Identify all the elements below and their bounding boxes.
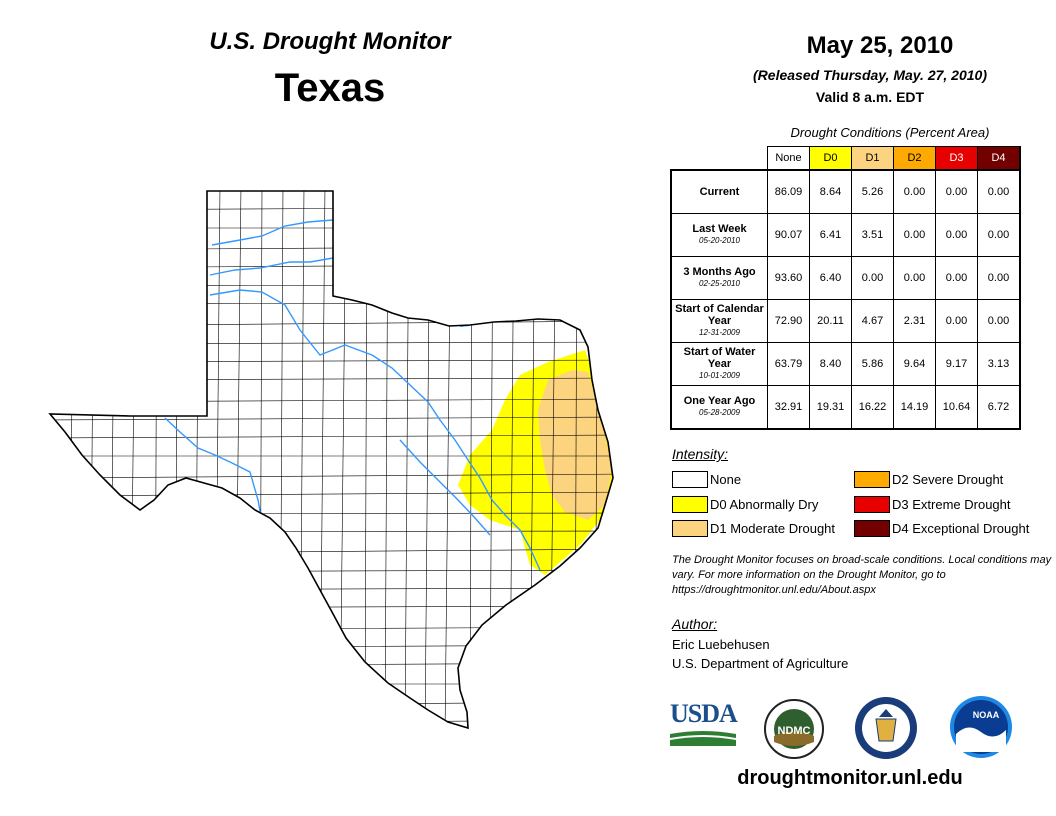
row-date: 05-28-2009 <box>699 408 740 417</box>
table-cell: 2.31 <box>893 299 936 343</box>
table-cell: 9.17 <box>935 342 978 386</box>
legend-swatch-d0 <box>672 496 708 513</box>
table-cell: 20.11 <box>809 299 852 343</box>
table-cell: 4.67 <box>851 299 894 343</box>
table-cell: 3.13 <box>977 342 1021 386</box>
ndmc-logo-text: NDMC <box>778 725 811 737</box>
author-org: U.S. Department of Agriculture <box>672 656 849 671</box>
row-date: 10-01-2009 <box>699 371 740 380</box>
col-d4: D4 <box>977 146 1021 171</box>
table-cell: 0.00 <box>935 299 978 343</box>
disclaimer-note: The Drought Monitor focuses on broad-sca… <box>672 554 1052 596</box>
legend-swatch-d4 <box>854 520 890 537</box>
table-header-row: None D0 D1 D2 D3 D4 <box>671 146 1021 171</box>
table-cell: 0.00 <box>935 256 978 300</box>
table-cell: 86.09 <box>767 169 810 214</box>
legend-label: D2 Severe Drought <box>892 472 1004 487</box>
table-cell: 0.00 <box>977 169 1021 214</box>
usda-logo-text: USDA <box>670 699 738 728</box>
report-date: May 25, 2010 <box>806 32 954 59</box>
conditions-title: Drought Conditions (Percent Area) <box>790 125 990 140</box>
table-cell: 14.19 <box>893 385 936 430</box>
table-row: Start of Water Year 10-01-2009 63.79 8.40… <box>670 342 1021 386</box>
monitor-title: U.S. Drought Monitor <box>209 28 451 55</box>
usda-hills-icon <box>670 731 736 746</box>
row-label: One Year Ago <box>683 395 756 407</box>
table-cell: 5.26 <box>851 169 894 214</box>
table-row: One Year Ago 05-28-2009 32.91 19.31 16.22… <box>670 385 1021 430</box>
noaa-logo[interactable]: NOAA <box>948 694 1014 760</box>
table-cell: 0.00 <box>977 213 1021 257</box>
legend-label: D4 Exceptional Drought <box>892 521 1030 536</box>
row-label: 3 Months Ago <box>683 266 756 278</box>
table-cell: 72.90 <box>767 299 810 343</box>
row-date: 02-25-2010 <box>699 279 740 288</box>
table-cell: 0.00 <box>977 256 1021 300</box>
row-label: Last Week <box>692 223 747 235</box>
table-cell: 9.64 <box>893 342 936 386</box>
texas-map <box>48 190 614 730</box>
table-cell: 6.41 <box>809 213 852 257</box>
region-title: Texas <box>274 66 386 110</box>
row-label: Start of Calendar Year <box>675 303 764 327</box>
table-row: Start of Calendar Year 12-31-2009 72.90 2… <box>670 299 1021 343</box>
table-cell: 19.31 <box>809 385 852 430</box>
table-cell: 8.40 <box>809 342 852 386</box>
legend-label: D3 Extreme Drought <box>892 497 1011 512</box>
valid-time: Valid 8 a.m. EDT <box>815 89 925 105</box>
table-cell: 8.64 <box>809 169 852 214</box>
ndmc-logo[interactable]: NDMC <box>760 698 828 760</box>
table-cell: 0.00 <box>893 256 936 300</box>
table-cell: 0.00 <box>851 256 894 300</box>
table-row: Current 86.09 8.64 5.26 0.00 0.00 0.00 <box>670 169 1021 214</box>
table-row: Last Week 05-20-2010 90.07 6.41 3.51 0.00… <box>670 213 1021 257</box>
table-cell: 3.51 <box>851 213 894 257</box>
legend-label: D1 Moderate Drought <box>710 521 836 536</box>
table-cell: 90.07 <box>767 213 810 257</box>
table-cell: 6.40 <box>809 256 852 300</box>
table-cell: 63.79 <box>767 342 810 386</box>
d1-area <box>538 370 612 520</box>
table-cell: 0.00 <box>893 169 936 214</box>
col-d0: D0 <box>809 146 852 171</box>
table-cell: 0.00 <box>935 169 978 214</box>
usda-logo[interactable]: USDA <box>670 700 740 750</box>
table-cell: 32.91 <box>767 385 810 430</box>
table-cell: 10.64 <box>935 385 978 430</box>
table-cell: 6.72 <box>977 385 1021 430</box>
noaa-logo-text: NOAA <box>973 710 1000 720</box>
author-name: Eric Luebehusen <box>672 637 770 652</box>
row-label: Start of Water Year <box>683 346 756 370</box>
commerce-seal-logo[interactable] <box>853 695 919 761</box>
legend-swatch-d3 <box>854 496 890 513</box>
table-cell: 0.00 <box>893 213 936 257</box>
col-none: None <box>767 146 810 171</box>
table-row: 3 Months Ago 02-25-2010 93.60 6.40 0.00 0… <box>670 256 1021 300</box>
table-cell: 5.86 <box>851 342 894 386</box>
col-d3: D3 <box>935 146 978 171</box>
row-date: 12-31-2009 <box>699 328 740 337</box>
legend-swatch-none <box>672 471 708 488</box>
table-cell: 16.22 <box>851 385 894 430</box>
state-border <box>48 190 614 730</box>
conditions-table: None D0 D1 D2 D3 D4 Current 86.09 8.64 5… <box>670 146 1021 430</box>
col-d1: D1 <box>851 146 894 171</box>
row-label: Current <box>699 186 740 198</box>
legend-swatch-d2 <box>854 471 890 488</box>
table-cell: 0.00 <box>935 213 978 257</box>
col-d2: D2 <box>893 146 936 171</box>
author-title: Author: <box>672 616 718 632</box>
legend-label: None <box>710 472 742 487</box>
row-date: 05-20-2010 <box>699 236 740 245</box>
legend-swatch-d1 <box>672 520 708 537</box>
legend-label: D0 Abnormally Dry <box>710 497 819 512</box>
table-cell: 93.60 <box>767 256 810 300</box>
release-date: (Released Thursday, May. 27, 2010) <box>753 67 987 83</box>
table-cell: 0.00 <box>977 299 1021 343</box>
site-url[interactable]: droughtmonitor.unl.edu <box>737 767 963 789</box>
legend-title: Intensity: <box>672 446 729 462</box>
